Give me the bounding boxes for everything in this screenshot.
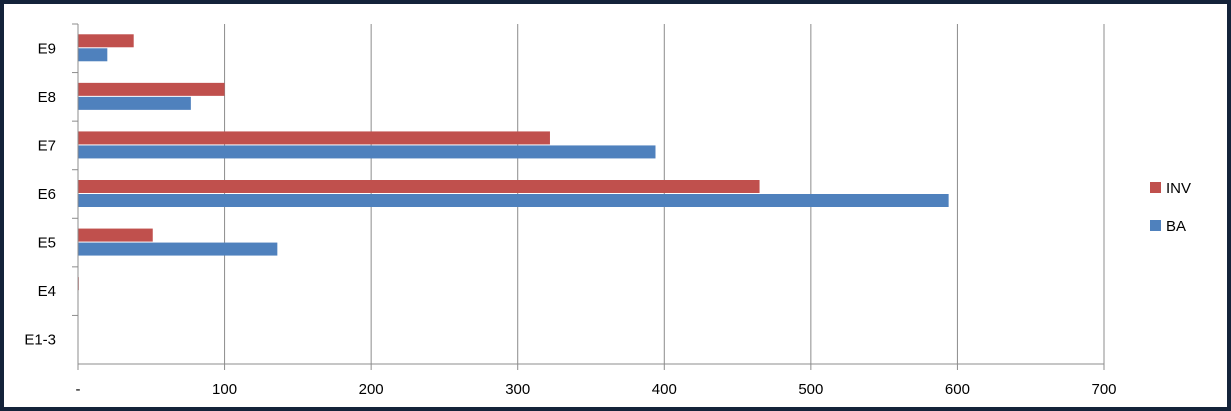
y-tick-labels: E1-3 E4 E5 E6 E7 E8 E9: [24, 40, 56, 348]
x-tick-label: -: [76, 381, 81, 398]
bars: [78, 34, 949, 291]
y-tick-label: E8: [38, 89, 56, 106]
bar-inv-e8: [78, 82, 225, 96]
bar-ba-e7: [78, 145, 656, 159]
y-tick-label: E5: [38, 235, 56, 252]
legend: INV BA: [1150, 180, 1191, 235]
y-tick-label: E1-3: [24, 332, 56, 349]
legend-label-inv: INV: [1166, 180, 1191, 197]
bar-inv-e6: [78, 180, 760, 193]
legend-label-ba: BA: [1166, 218, 1186, 235]
x-tick-labels: - 100 200 300 400 500 600 700: [76, 381, 1117, 398]
bar-ba-e5: [78, 242, 278, 256]
x-tick-label: 500: [798, 381, 823, 398]
bar-ba-e9: [78, 48, 108, 62]
x-tick-label: 100: [212, 381, 237, 398]
bar-ba-e6: [78, 194, 949, 207]
y-tick-label: E7: [38, 137, 56, 154]
x-tick-label: 400: [652, 381, 677, 398]
axes: [72, 23, 1105, 370]
legend-swatch-ba: [1150, 220, 1161, 231]
bar-inv-e7: [78, 131, 550, 145]
bar-ba-e8: [78, 96, 191, 110]
x-tick-label: 700: [1091, 381, 1116, 398]
y-tick-label: E6: [38, 186, 56, 203]
bar-inv-e9: [78, 34, 134, 48]
x-tick-label: 600: [945, 381, 970, 398]
y-tick-label: E9: [38, 40, 56, 57]
x-tick-label: 200: [359, 381, 384, 398]
y-tick-label: E4: [38, 283, 56, 300]
legend-swatch-inv: [1150, 182, 1161, 193]
bar-inv-e5: [78, 228, 153, 242]
x-tick-label: 300: [505, 381, 530, 398]
